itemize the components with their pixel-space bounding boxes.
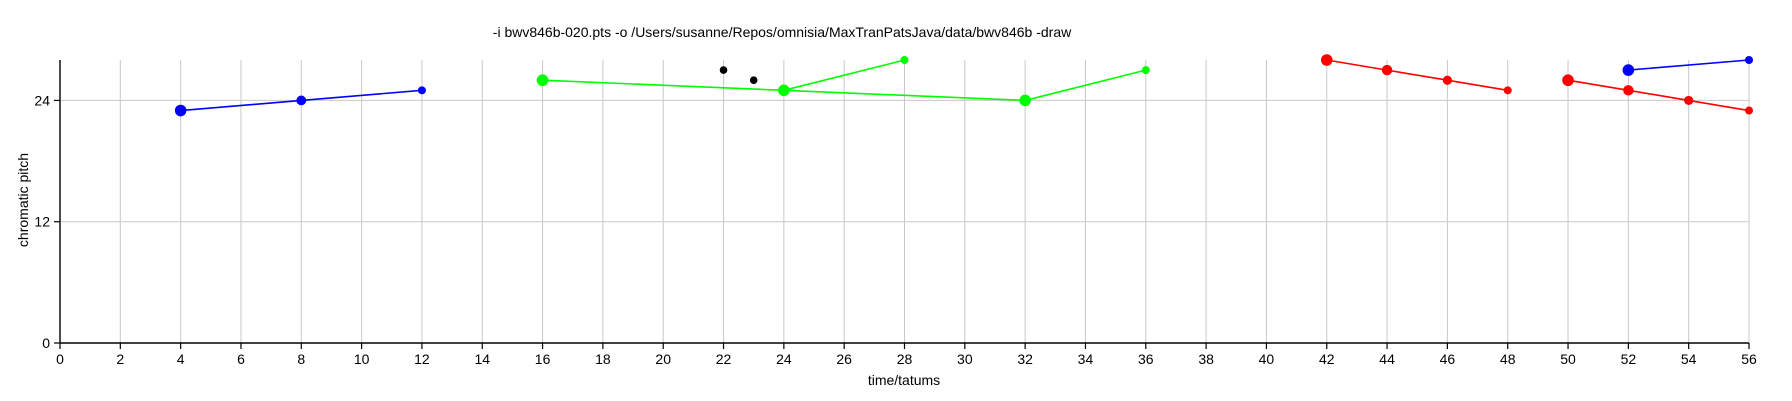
x-tick-label: 46 (1440, 351, 1456, 367)
chart-title: -i bwv846b-020.pts -o /Users/susanne/Rep… (493, 24, 1072, 40)
x-ticks: 0 2 4 6 8 10 12 14 16 18 20 22 24 26 28 30 32 34 36 38 40 42 4… (56, 343, 1757, 367)
series-4 (1320, 54, 1512, 95)
series-0 (174, 86, 426, 117)
x-tick-label: 4 (177, 351, 185, 367)
series-line (1628, 59, 1750, 71)
data-point (1745, 56, 1753, 64)
x-tick-label: 18 (595, 351, 611, 367)
y-axis-label: chromatic pitch (15, 153, 31, 247)
x-tick-label: 56 (1741, 351, 1757, 367)
x-tick-label: 20 (655, 351, 671, 367)
data-point (1320, 54, 1333, 66)
data-point (536, 74, 549, 87)
data-point (749, 76, 758, 85)
x-tick-label: 28 (897, 351, 913, 367)
y-tick-label: 24 (34, 92, 50, 108)
x-tick-label: 16 (535, 351, 551, 367)
series-line (1567, 79, 1750, 112)
x-tick-label: 2 (116, 351, 124, 367)
x-tick-label: 38 (1198, 351, 1214, 367)
series-2 (778, 56, 909, 97)
data-point (1622, 64, 1635, 76)
x-tick-label: 30 (957, 351, 973, 367)
data-point (778, 84, 790, 97)
x-tick-label: 42 (1319, 351, 1335, 367)
x-tick-label: 32 (1017, 351, 1033, 367)
data-point (1381, 64, 1393, 76)
x-tick-label: 52 (1621, 351, 1637, 367)
series-6 (1622, 56, 1753, 76)
x-tick-label: 8 (297, 351, 305, 367)
grid-lines (60, 60, 1750, 343)
y-tick-label: 0 (42, 335, 50, 351)
data-point (1503, 86, 1512, 95)
x-tick-label: 24 (776, 351, 792, 367)
data-point (417, 86, 426, 95)
series-3 (1019, 66, 1150, 107)
series-line (783, 59, 905, 92)
x-tick-label: 12 (414, 351, 430, 367)
x-tick-label: 22 (716, 351, 732, 367)
series-line (1024, 69, 1146, 102)
data-point (296, 95, 307, 106)
x-tick-label: 54 (1681, 351, 1697, 367)
x-tick-label: 40 (1259, 351, 1275, 367)
y-tick-label: 12 (34, 214, 50, 230)
data-point (1623, 85, 1634, 96)
series-5 (1562, 74, 1753, 115)
x-tick-label: 48 (1500, 351, 1516, 367)
x-tick-label: 6 (237, 351, 245, 367)
x-tick-label: 26 (836, 351, 852, 367)
x-tick-label: 14 (474, 351, 490, 367)
data-point (1019, 94, 1031, 107)
y-ticks: 0 12 24 (34, 92, 60, 351)
series-7 (719, 66, 758, 85)
data-point (719, 66, 728, 74)
data-point (1745, 106, 1753, 115)
data-point (1684, 95, 1694, 106)
series-layer (174, 54, 1753, 117)
series-line (1326, 59, 1508, 92)
data-point (900, 56, 909, 64)
x-tick-label: 10 (354, 351, 370, 367)
x-tick-label: 34 (1078, 351, 1094, 367)
x-tick-label: 50 (1560, 351, 1576, 367)
x-tick-label: 0 (56, 351, 64, 367)
data-point (1141, 66, 1150, 75)
data-point (1562, 74, 1574, 87)
x-tick-label: 36 (1138, 351, 1154, 367)
x-axis-label: time/tatums (868, 372, 940, 388)
data-point (1442, 75, 1452, 85)
data-point (174, 104, 187, 117)
x-tick-label: 44 (1379, 351, 1395, 367)
